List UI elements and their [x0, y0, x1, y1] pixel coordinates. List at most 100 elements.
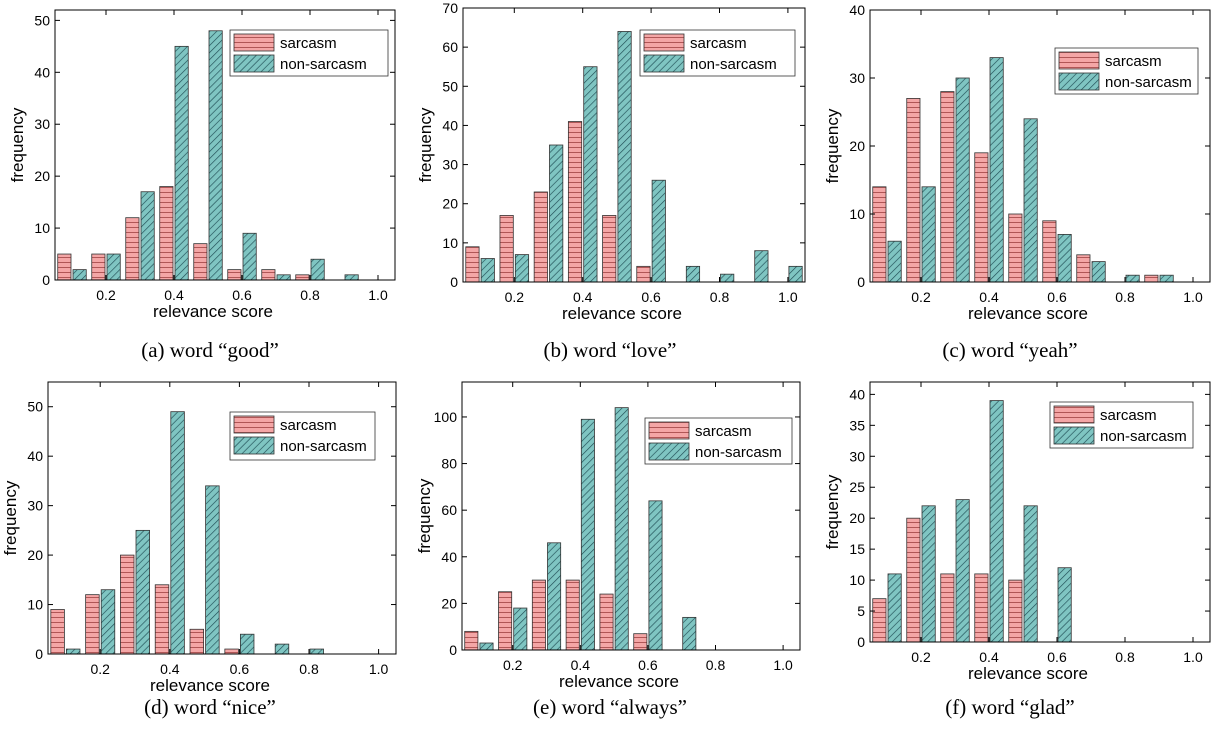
sarcasm-bar: [227, 269, 242, 281]
y-tick-label: 5: [857, 603, 865, 619]
y-tick-label: 50: [442, 78, 458, 94]
x-tick-label: 1.0: [778, 289, 798, 305]
caption-e: (e) word “always”: [533, 695, 687, 719]
x-axis-label: relevance score: [150, 676, 270, 695]
non-sarcasm-bar: [547, 542, 562, 651]
legend: sarcasm non-sarcasm: [229, 411, 376, 461]
x-tick-label: 0.8: [1115, 649, 1135, 665]
non-sarcasm-bar: [242, 232, 257, 281]
sarcasm-bar: [531, 579, 546, 651]
x-tick-label: 0.2: [90, 661, 110, 677]
x-tick-label: 0.4: [979, 649, 999, 665]
y-axis-label: frequency: [415, 478, 434, 553]
legend-label: non-sarcasm: [1100, 428, 1187, 445]
x-tick-label: 0.2: [96, 287, 116, 303]
sarcasm-bar: [906, 517, 921, 643]
sarcasm-legend-swatch: [233, 415, 275, 434]
non-sarcasm-legend-swatch: [648, 442, 690, 461]
x-tick-label: 1.0: [368, 287, 388, 303]
sarcasm-legend-swatch: [643, 33, 685, 52]
chart-panel-d: 0 10 20 30 40 50 0.2 0.4 0.6 0.8 1.0 relevance scor…: [0, 370, 400, 695]
caption-a: (a) word “good”: [141, 338, 279, 362]
non-sarcasm-bar: [1057, 567, 1072, 643]
sarcasm-bar: [91, 253, 106, 281]
chart-panel-a: 0 10 20 30 40 50 0.2 0.4 0.6 0.8 1.0 relevance scor…: [0, 0, 400, 330]
x-tick-label: 0.6: [230, 661, 250, 677]
caption-c: (c) word “yeah”: [942, 338, 1078, 362]
x-tick-label: 0.4: [573, 289, 593, 305]
sarcasm-bar: [1008, 579, 1023, 643]
chart-always: 0 20 40 60 80 100 0.2 0.4 0.6 0.8 1.0 relevance sco…: [415, 381, 801, 691]
legend: sarcasm non-sarcasm: [1049, 401, 1194, 449]
non-sarcasm-bar: [583, 66, 598, 283]
y-tick-label: 50: [34, 12, 50, 28]
non-sarcasm-bar: [580, 418, 595, 651]
x-tick-label: 0.8: [299, 661, 319, 677]
x-axis-label: relevance score: [968, 664, 1088, 683]
non-sarcasm-bar: [989, 57, 1004, 283]
non-sarcasm-bar: [1057, 233, 1072, 283]
non-sarcasm-bar: [174, 45, 189, 281]
sarcasm-bar: [57, 253, 72, 281]
x-tick-label: 0.4: [164, 287, 184, 303]
non-sarcasm-bar: [135, 529, 150, 655]
legend-label: non-sarcasm: [1105, 74, 1192, 91]
non-sarcasm-bar: [274, 643, 290, 655]
legend: sarcasm non-sarcasm: [229, 29, 389, 77]
y-tick-label: 30: [27, 498, 43, 514]
non-sarcasm-bar: [955, 499, 970, 643]
y-axis-label: frequency: [823, 474, 842, 549]
y-tick-label: 10: [849, 572, 865, 588]
y-tick-label: 30: [849, 70, 865, 86]
y-tick-label: 0: [35, 646, 43, 662]
y-tick-label: 0: [449, 642, 457, 658]
y-tick-label: 50: [27, 399, 43, 415]
sarcasm-bar: [85, 594, 100, 655]
x-tick-label: 0.8: [706, 657, 726, 673]
sarcasm-legend-swatch: [233, 33, 275, 52]
sarcasm-bar: [159, 186, 174, 281]
non-sarcasm-bar: [100, 589, 116, 655]
non-sarcasm-bar: [788, 265, 803, 283]
chart-love: 0 10 20 30 40 50 60 70 0.2 0.4 0.6 0.8 1.0 relevance …: [416, 0, 806, 323]
plot-frame: [461, 381, 801, 651]
sarcasm-bar: [154, 584, 170, 655]
sarcasm-bar: [50, 609, 65, 655]
sarcasm-bar: [1144, 274, 1159, 283]
sarcasm-bar: [498, 591, 513, 651]
plot-frame: [54, 9, 396, 281]
y-tick-label: 20: [441, 595, 457, 611]
y-tick-label: 60: [442, 39, 458, 55]
x-tick-label: 0.6: [1047, 649, 1067, 665]
caption-d: (d) word “nice”: [144, 695, 276, 719]
y-tick-label: 10: [442, 235, 458, 251]
y-tick-label: 0: [857, 274, 865, 290]
non-sarcasm-bar: [66, 648, 81, 655]
y-tick-label: 10: [849, 206, 865, 222]
non-sarcasm-bar: [617, 31, 632, 283]
non-sarcasm-bar: [479, 642, 494, 651]
sarcasm-bar: [974, 152, 989, 283]
non-sarcasm-bar: [1159, 274, 1174, 283]
plot-frame: [869, 381, 1211, 643]
non-sarcasm-bar: [955, 77, 970, 283]
y-tick-label: 70: [442, 0, 458, 16]
non-sarcasm-bar: [309, 648, 324, 655]
non-sarcasm-bar: [106, 253, 121, 281]
chart-nice: 0 10 20 30 40 50 0.2 0.4 0.6 0.8 1.0 relevance scor…: [1, 381, 397, 695]
legend-label: sarcasm: [280, 417, 337, 434]
non-sarcasm-bar: [651, 179, 666, 283]
sarcasm-bar: [465, 246, 480, 283]
non-sarcasm-bar: [989, 400, 1004, 643]
x-tick-label: 1.0: [369, 661, 389, 677]
sarcasm-bar: [599, 593, 614, 651]
sarcasm-bar: [261, 269, 276, 281]
sarcasm-bar: [633, 633, 648, 651]
sarcasm-bar: [1042, 220, 1057, 283]
non-sarcasm-bar: [1091, 261, 1106, 283]
legend-label: sarcasm: [695, 423, 752, 440]
sarcasm-bar: [120, 554, 135, 655]
non-sarcasm-bar: [208, 30, 223, 281]
sarcasm-bar: [464, 630, 479, 651]
sarcasm-bar: [224, 648, 239, 655]
